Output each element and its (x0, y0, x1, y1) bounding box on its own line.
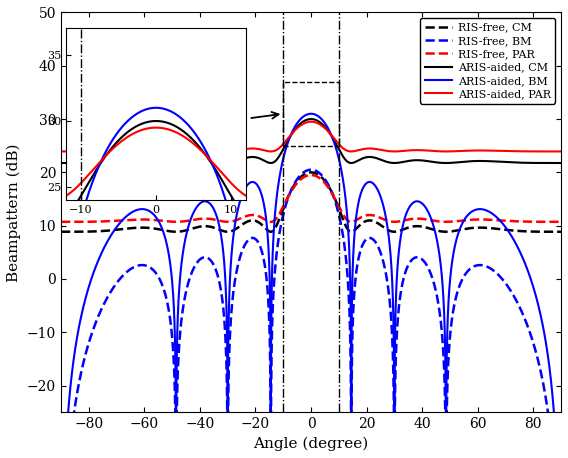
RIS-free, BM (403, 266, 410, 272)
Y-axis label: Beampattern (dB): Beampattern (dB) (7, 143, 22, 282)
RIS-free, CM (57, 229, 64, 234)
ARIS-aided, CM (444, 160, 450, 166)
Bar (283, 82, 339, 146)
ARIS-aided, PAR (558, 149, 565, 154)
ARIS-aided, BM (213, 213, 220, 218)
Line: RIS-free, PAR: RIS-free, PAR (61, 175, 561, 222)
Legend: RIS-free, CM, RIS-free, BM, RIS-free, PAR, ARIS-aided, CM, ARIS-aided, BM, ARIS-: RIS-free, CM, RIS-free, BM, RIS-free, PA… (420, 18, 556, 104)
RIS-free, BM (117, 276, 124, 281)
ARIS-aided, CM (308, 116, 315, 122)
RIS-free, CM (89, 229, 96, 234)
ARIS-aided, BM (117, 219, 124, 225)
ARIS-aided, CM (117, 159, 124, 164)
ARIS-aided, BM (444, 329, 450, 335)
ARIS-aided, PAR (444, 149, 450, 154)
RIS-free, BM (444, 385, 450, 391)
RIS-free, CM (558, 229, 565, 234)
RIS-free, CM (308, 169, 315, 175)
RIS-free, PAR (558, 219, 565, 224)
ARIS-aided, BM (308, 111, 315, 116)
RIS-free, BM (308, 167, 315, 173)
RIS-free, BM (213, 269, 220, 274)
ARIS-aided, CM (558, 160, 565, 166)
RIS-free, PAR (117, 218, 124, 223)
RIS-free, BM (118, 275, 124, 280)
RIS-free, BM (89, 329, 96, 334)
ARIS-aided, CM (89, 160, 96, 166)
Line: ARIS-aided, PAR: ARIS-aided, PAR (61, 122, 561, 152)
RIS-free, CM (444, 229, 450, 234)
Line: ARIS-aided, CM: ARIS-aided, CM (61, 119, 561, 163)
ARIS-aided, PAR (89, 149, 96, 154)
ARIS-aided, PAR (117, 148, 124, 153)
RIS-free, PAR (444, 219, 450, 224)
RIS-free, CM (213, 226, 220, 231)
ARIS-aided, CM (403, 158, 410, 164)
RIS-free, PAR (403, 217, 410, 223)
Line: RIS-free, BM: RIS-free, BM (61, 170, 561, 458)
ARIS-aided, PAR (213, 148, 220, 153)
RIS-free, PAR (57, 219, 64, 224)
ARIS-aided, CM (57, 160, 64, 166)
ARIS-aided, CM (213, 158, 220, 164)
RIS-free, PAR (89, 219, 96, 224)
Line: ARIS-aided, BM: ARIS-aided, BM (61, 114, 561, 458)
X-axis label: Angle (degree): Angle (degree) (253, 436, 369, 451)
ARIS-aided, PAR (118, 148, 124, 153)
RIS-free, CM (403, 225, 410, 231)
ARIS-aided, BM (89, 273, 96, 278)
RIS-free, CM (118, 227, 124, 232)
ARIS-aided, BM (118, 219, 124, 224)
ARIS-aided, CM (118, 159, 124, 164)
RIS-free, PAR (308, 172, 315, 178)
RIS-free, CM (117, 227, 124, 232)
ARIS-aided, PAR (403, 148, 410, 153)
RIS-free, PAR (118, 218, 124, 223)
RIS-free, PAR (213, 217, 220, 223)
Line: RIS-free, CM: RIS-free, CM (61, 172, 561, 232)
ARIS-aided, PAR (308, 119, 315, 125)
ARIS-aided, BM (403, 210, 410, 216)
ARIS-aided, PAR (57, 149, 64, 154)
